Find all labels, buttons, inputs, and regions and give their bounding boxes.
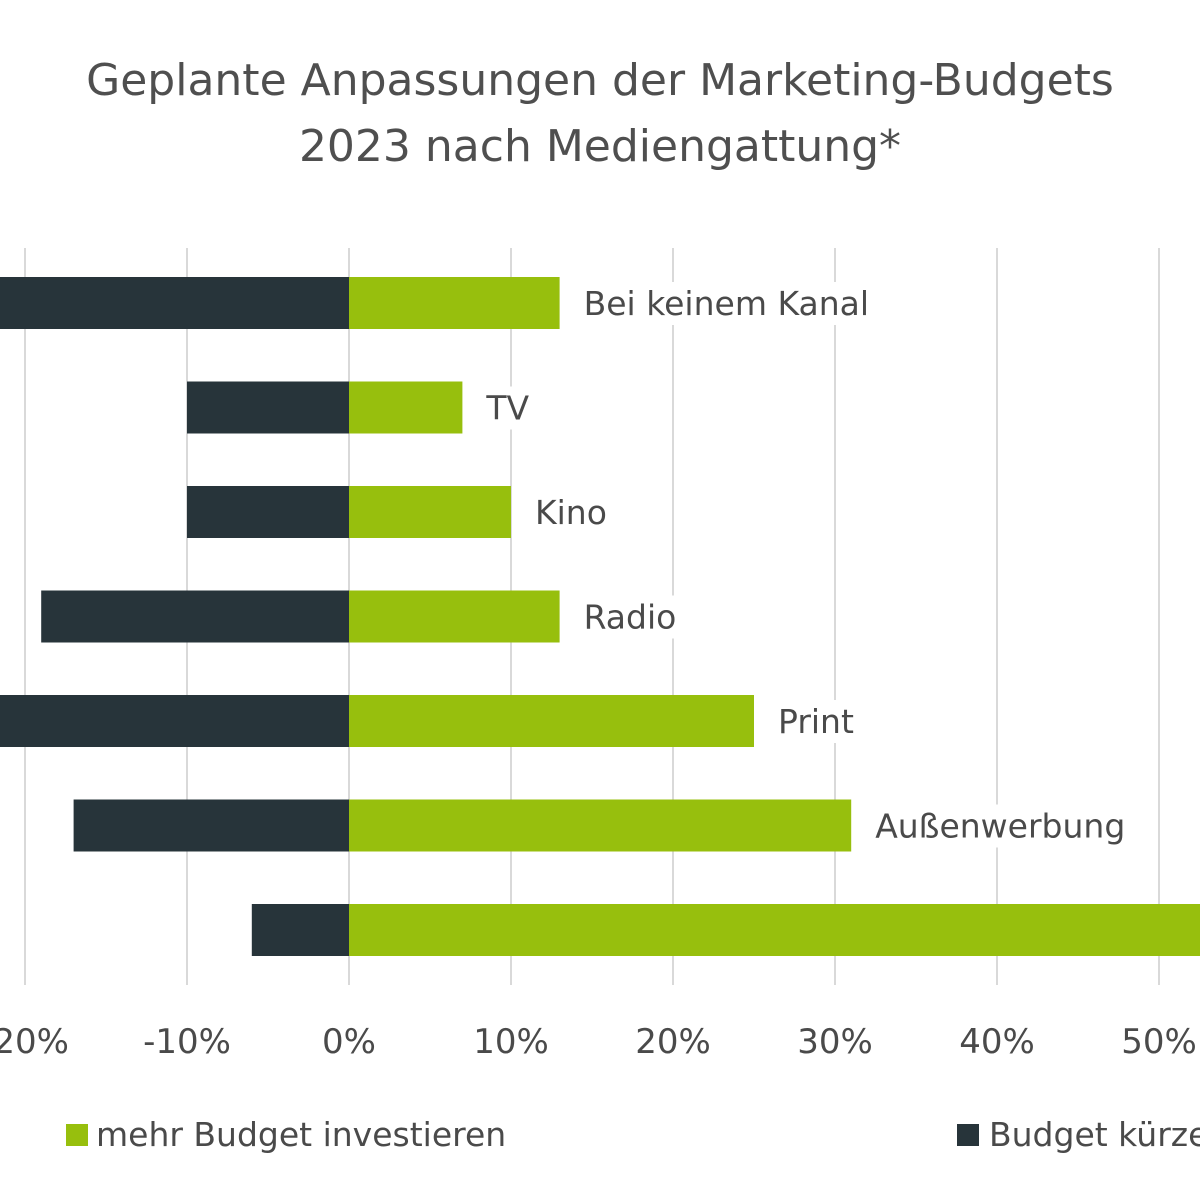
- x-tick-label-0: -20%: [0, 1022, 69, 1062]
- chart-title-line-1: Geplante Anpassungen der Marketing-Budge…: [86, 55, 1114, 106]
- category-label-bg-3: [577, 595, 683, 639]
- bar-budget-kuerzen-3: [41, 590, 349, 643]
- category-label-5: Außenwerbung: [875, 807, 1125, 846]
- bar-budget-kuerzen-1: [187, 381, 349, 434]
- bar-mehr-budget-5: [349, 799, 852, 852]
- bar-budget-kuerzen-5: [73, 799, 349, 852]
- legend-swatch-budget-kuerzen: [957, 1124, 979, 1146]
- bar-budget-kuerzen-6: [251, 904, 349, 956]
- bar-mehr-budget-3: [349, 590, 560, 643]
- category-label-2: Kino: [535, 493, 607, 532]
- legend-label-budget-kuerzen: Budget kürzen: [989, 1115, 1200, 1154]
- x-tick-label-3: 10%: [473, 1022, 549, 1062]
- category-label-4: Print: [778, 702, 854, 741]
- bar-budget-kuerzen-0: [0, 277, 350, 329]
- category-label-bg-0: [577, 282, 876, 325]
- x-tick-label-5: 30%: [797, 1022, 873, 1062]
- bar-mehr-budget-4: [349, 695, 754, 747]
- category-label-bg-5: [869, 804, 1132, 848]
- x-tick-label-1: -10%: [143, 1022, 231, 1062]
- chart-title: Geplante Anpassungen der Marketing-Budge…: [0, 48, 1200, 180]
- bar-budget-kuerzen-2: [187, 486, 349, 538]
- x-tick-label-2: 0%: [322, 1022, 376, 1062]
- category-label-3: Radio: [584, 598, 677, 637]
- category-label-bg-4: [772, 700, 860, 743]
- x-tick-label-6: 40%: [959, 1022, 1035, 1062]
- legend-label-mehr-budget: mehr Budget investieren: [96, 1115, 506, 1154]
- bar-mehr-budget-6: [349, 904, 1200, 956]
- category-label-0: Bei keinem Kanal: [584, 284, 869, 323]
- category-label-bg-1: [479, 386, 536, 430]
- category-label-1: TV: [485, 389, 529, 428]
- x-tick-label-4: 20%: [635, 1022, 711, 1062]
- category-label-bg-2: [529, 491, 613, 534]
- legend-swatch-mehr-budget: [66, 1124, 88, 1146]
- bar-mehr-budget-0: [349, 277, 560, 329]
- bar-mehr-budget-2: [349, 486, 511, 538]
- x-tick-label-7: 50%: [1121, 1022, 1197, 1062]
- chart-title-line-2: 2023 nach Mediengattung*: [298, 121, 902, 172]
- bar-mehr-budget-1: [349, 381, 463, 434]
- bar-budget-kuerzen-4: [0, 695, 350, 747]
